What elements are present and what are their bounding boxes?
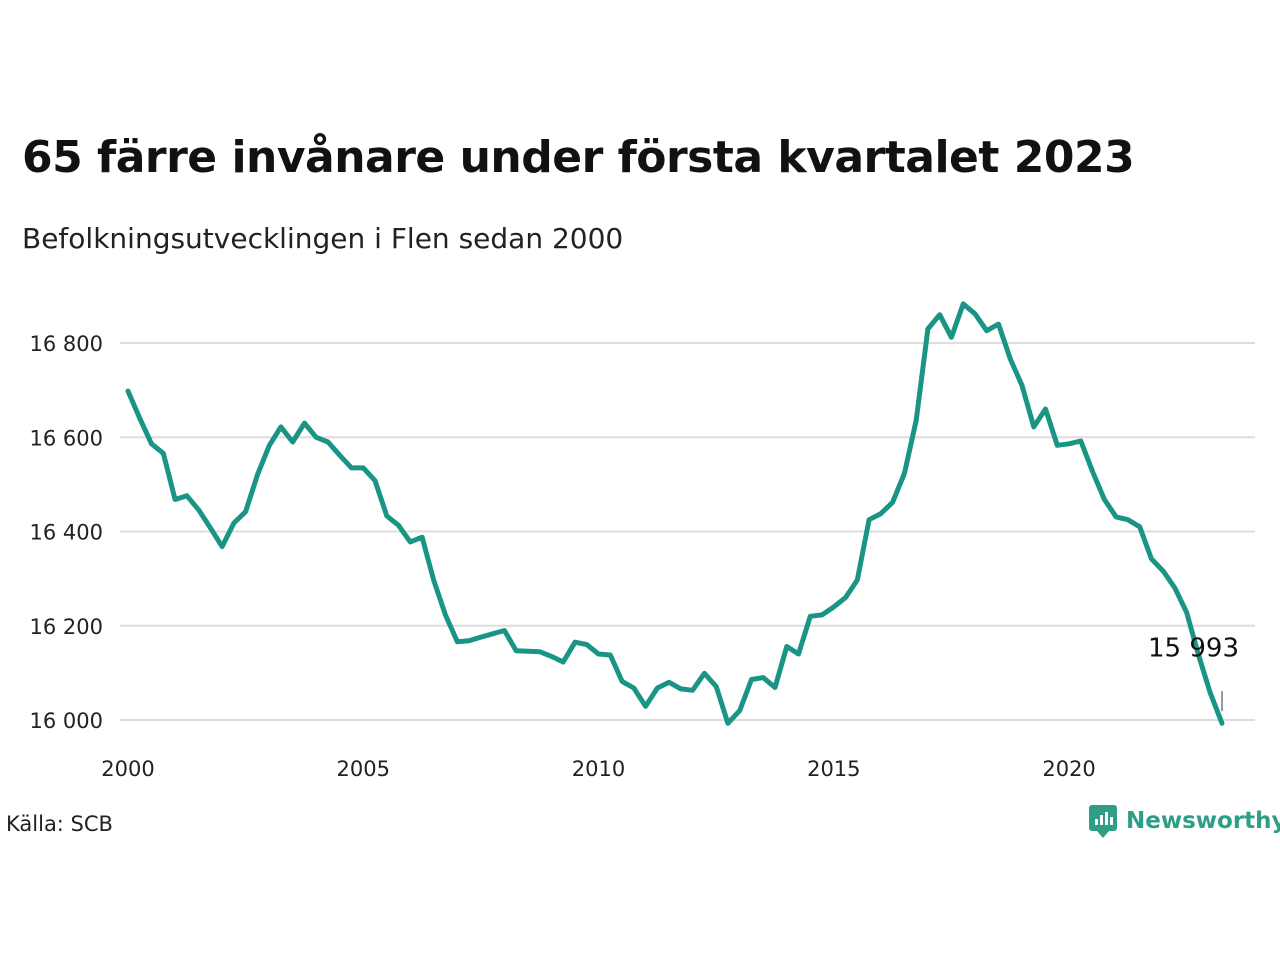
chart-title: 65 färre invånare under första kvartalet…: [22, 132, 1135, 183]
newsworthy-logo-icon: [1089, 805, 1117, 838]
x-axis-ticks: 2000 2005 2010 2015 2020: [101, 757, 1096, 781]
y-tick-label: 16 200: [30, 615, 103, 639]
gridlines: [120, 342, 1255, 721]
x-tick-label: 2005: [337, 757, 390, 781]
x-tick-label: 2010: [572, 757, 625, 781]
y-tick-label: 16 800: [30, 332, 103, 356]
x-tick-label: 2015: [807, 757, 860, 781]
y-tick-label: 16 400: [30, 521, 103, 545]
y-axis-ticks: 16 000 16 200 16 400 16 600 16 800: [30, 332, 103, 733]
x-tick-label: 2020: [1042, 757, 1095, 781]
y-tick-label: 16 000: [30, 709, 103, 733]
x-tick-label: 2000: [101, 757, 154, 781]
brand-name: Newsworthy: [1126, 808, 1280, 834]
chart-subtitle: Befolkningsutvecklingen i Flen sedan 200…: [22, 222, 624, 255]
brand-logo[interactable]: Newsworthy: [1088, 804, 1280, 838]
y-tick-label: 16 600: [30, 426, 103, 450]
series-line: [125, 301, 1225, 726]
end-value-label: 15 993: [1148, 633, 1239, 663]
source-note: Källa: SCB: [6, 812, 113, 836]
